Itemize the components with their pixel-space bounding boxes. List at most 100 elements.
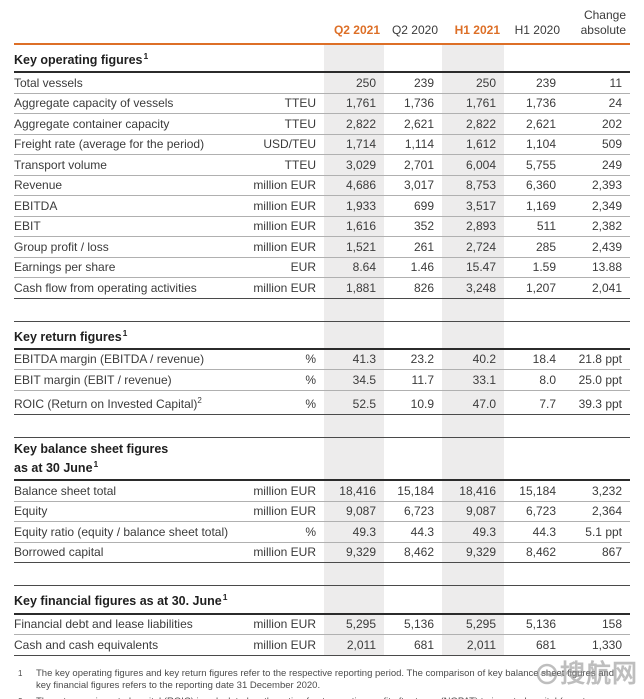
footnote-1-text: The key operating figures and key return…: [36, 667, 615, 692]
column-header-change-line2: absolute: [580, 23, 626, 37]
cell-q2-2021: 9,329: [345, 545, 376, 560]
cell-h1-2021: 9,087: [465, 504, 496, 519]
cell-q2-2020: 23.2: [410, 352, 434, 367]
cell-q2-2021: 9,087: [345, 504, 376, 519]
cell-q2-2021: 1,521: [345, 239, 376, 254]
cell-q2-2021: 1,933: [345, 198, 376, 213]
row-label: Revenue: [14, 178, 63, 193]
cell-q2-2020: 1.46: [410, 260, 434, 275]
table-row: EBIT margin (EBIT / revenue) % 34.5 11.7…: [14, 370, 630, 391]
row-label: Group profit / loss: [14, 239, 109, 254]
table-row: Transport volume TTEU 3,029 2,701 6,004 …: [14, 155, 630, 176]
section-footnote-ref: 1: [122, 327, 128, 338]
table-row: Revenue million EUR 4,686 3,017 8,753 6,…: [14, 176, 630, 197]
row-label: EBITDA: [14, 198, 58, 213]
cell-q2-2020: 3,017: [403, 178, 434, 193]
table-row: Equity ratio (equity / balance sheet tot…: [14, 522, 630, 543]
cell-h1-2021: 3,517: [465, 198, 496, 213]
row-label: Balance sheet total: [14, 483, 117, 498]
cell-q2-2021: 52.5: [352, 397, 376, 412]
cell-h1-2021: 47.0: [472, 397, 496, 412]
section-rows: Balance sheet total million EUR 18,416 1…: [14, 481, 630, 564]
cell-q2-2020: 1,114: [404, 137, 434, 152]
row-label: Aggregate container capacity: [14, 116, 170, 131]
table-row: Financial debt and lease liabilities mil…: [14, 615, 630, 636]
section-footnote-ref: 1: [143, 51, 149, 61]
table-row: EBITDA million EUR 1,933 699 3,517 1,169…: [14, 196, 630, 217]
cell-q2-2021: 1,881: [345, 280, 376, 295]
row-label: Financial debt and lease liabilities: [14, 617, 193, 632]
row-unit: million EUR: [253, 280, 316, 295]
cell-change-absolute: 3,232: [591, 483, 622, 498]
cell-h1-2020: 44.3: [532, 524, 556, 539]
cell-h1-2020: 511: [536, 219, 556, 234]
cell-change-absolute: 509: [601, 137, 622, 152]
cell-h1-2021: 18,416: [459, 483, 496, 498]
cell-h1-2021: 6,004: [465, 157, 496, 172]
table-row: Earnings per share EUR 8.64 1.46 15.47 1…: [14, 258, 630, 279]
cell-h1-2020: 8.0: [539, 372, 556, 387]
cell-change-absolute: 867: [601, 545, 622, 560]
cell-q2-2021: 8.64: [352, 260, 376, 275]
report-table: Key operating figures1 Total vessels 250…: [14, 43, 630, 656]
cell-q2-2020: 1,736: [403, 96, 434, 111]
row-label: Total vessels: [14, 75, 83, 90]
cell-h1-2020: 5,136: [525, 617, 556, 632]
cell-q2-2020: 261: [413, 239, 434, 254]
cell-change-absolute: 21.8 ppt: [578, 352, 622, 367]
cell-change-absolute: 202: [601, 116, 622, 131]
table-row: Balance sheet total million EUR 18,416 1…: [14, 481, 630, 502]
row-label: Earnings per share: [14, 260, 116, 275]
highlight-stripe-h1-2021: [442, 45, 504, 656]
cell-change-absolute: 2,382: [591, 219, 622, 234]
table-section: Key operating figures1 Total vessels 250…: [14, 45, 630, 299]
cell-h1-2021: 15.47: [465, 260, 496, 275]
cell-q2-2020: 826: [413, 280, 434, 295]
cell-change-absolute: 1,330: [591, 637, 622, 652]
table-row: Cash and cash equivalents million EUR 2,…: [14, 635, 630, 656]
cell-q2-2020: 699: [413, 198, 434, 213]
cell-q2-2021: 18,416: [339, 483, 376, 498]
cell-q2-2020: 44.3: [410, 524, 434, 539]
row-unit: %: [305, 397, 316, 412]
section-title: Key financial figures as at 30. June: [14, 594, 222, 609]
section-title: Key operating figures: [14, 53, 143, 68]
cell-h1-2021: 9,329: [465, 545, 496, 560]
section-gap: [14, 563, 630, 585]
section-rows: Total vessels 250 239 250 239 11 Aggrega…: [14, 73, 630, 299]
table-row: Equity million EUR 9,087 6,723 9,087 6,7…: [14, 502, 630, 523]
cell-h1-2020: 1.59: [532, 260, 556, 275]
table-row: Aggregate capacity of vessels TTEU 1,761…: [14, 94, 630, 115]
footnote-2: 2 The return on invested capital (ROIC) …: [18, 696, 630, 699]
cell-q2-2021: 5,295: [345, 617, 376, 632]
row-label: ROIC (Return on Invested Capital)2: [14, 396, 202, 412]
cell-h1-2020: 15,184: [519, 483, 556, 498]
row-unit: million EUR: [253, 637, 316, 652]
cell-q2-2020: 11.7: [411, 372, 434, 387]
cell-q2-2021: 1,761: [345, 96, 376, 111]
cell-h1-2021: 5,295: [465, 617, 496, 632]
cell-h1-2021: 8,753: [465, 178, 496, 193]
row-unit: TTEU: [284, 96, 316, 111]
row-unit: million EUR: [253, 504, 316, 519]
cell-q2-2021: 4,686: [345, 178, 376, 193]
cell-h1-2020: 1,169: [525, 198, 556, 213]
column-header-change-line1: Change: [583, 8, 626, 22]
column-header-h1-2021: H1 2021: [454, 23, 500, 37]
cell-change-absolute: 5.1 ppt: [585, 524, 622, 539]
cell-q2-2020: 5,136: [403, 617, 434, 632]
column-header-h1-2020: H1 2020: [514, 23, 560, 37]
row-unit: million EUR: [253, 239, 316, 254]
section-gap: [14, 415, 630, 437]
column-header-q2-2021: Q2 2021: [333, 23, 380, 37]
cell-h1-2020: 18.4: [532, 352, 556, 367]
row-label: Cash and cash equivalents: [14, 637, 159, 652]
row-label: Borrowed capital: [14, 545, 104, 560]
cell-h1-2020: 285: [535, 239, 556, 254]
section-rows: EBITDA margin (EBITDA / revenue) % 41.3 …: [14, 350, 630, 416]
row-unit: million EUR: [253, 617, 316, 632]
cell-q2-2021: 49.3: [352, 524, 376, 539]
row-label: Aggregate capacity of vessels: [14, 96, 174, 111]
table-row: Cash flow from operating activities mill…: [14, 278, 630, 299]
row-label: Cash flow from operating activities: [14, 280, 197, 295]
